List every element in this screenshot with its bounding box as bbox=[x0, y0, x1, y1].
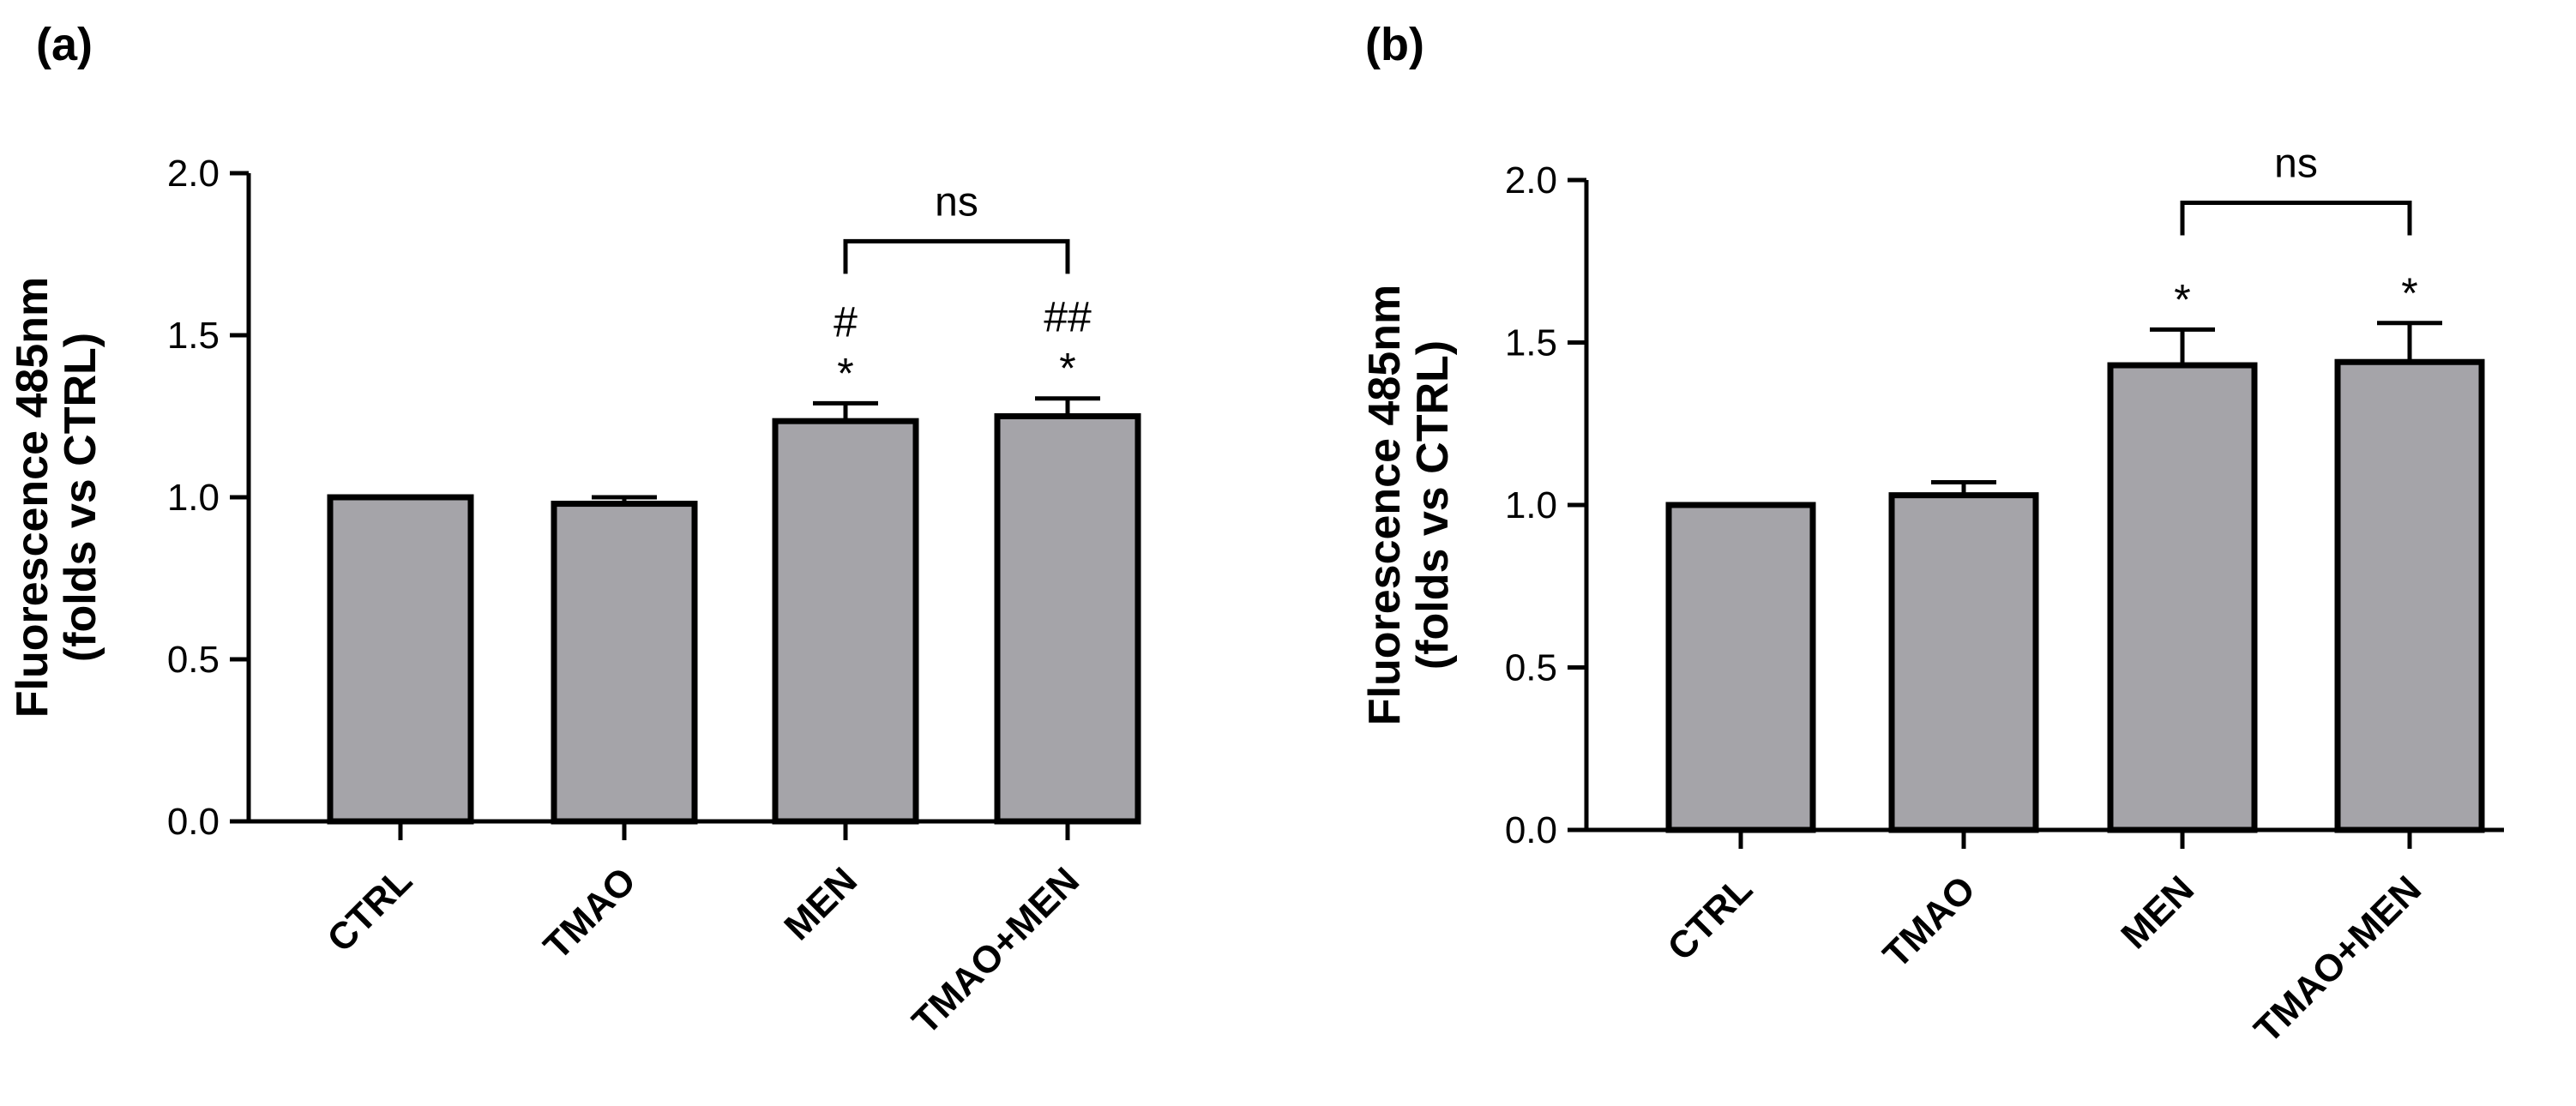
y-axis-title-line2: (folds vs CTRL) bbox=[56, 333, 105, 662]
y-tick-label: 0.0 bbox=[167, 801, 220, 843]
y-tick-label: 0.0 bbox=[1505, 809, 1557, 851]
x-tick-label: TMAO bbox=[1875, 868, 1983, 976]
comparison-label: ns bbox=[935, 179, 978, 225]
significance-hash: # bbox=[834, 298, 858, 346]
bar-tmao-men bbox=[2334, 358, 2485, 833]
chart-panel-a: (a) Fluorescence 485nm(folds vs CTRL) 0.0 0… bbox=[8, 19, 1141, 1043]
significance-star: * bbox=[1059, 345, 1075, 393]
bar-ctrl bbox=[327, 494, 474, 825]
comparison-bracket bbox=[843, 238, 1070, 274]
significance-hash: ## bbox=[1044, 293, 1092, 341]
comparison-bracket bbox=[2180, 201, 2412, 236]
bar-tmao-men bbox=[994, 413, 1141, 825]
x-tick-label: TMAO+MEN bbox=[2247, 868, 2430, 1051]
significance-star: * bbox=[2401, 269, 2417, 317]
x-tick-label: MEN bbox=[776, 859, 865, 948]
bar-men bbox=[772, 418, 919, 825]
y-tick-label: 1.0 bbox=[1505, 484, 1557, 526]
chart-panel-b: (b) Fluorescence 485nm(folds vs CTRL) 0.0 0… bbox=[1360, 19, 2504, 1051]
bar-men bbox=[2107, 362, 2258, 833]
x-tick-label: TMAO bbox=[536, 859, 644, 967]
x-tick-label: CTRL bbox=[319, 859, 420, 960]
y-tick-label: 0.5 bbox=[167, 639, 220, 681]
panel-label: (a) bbox=[36, 19, 93, 70]
y-tick-label: 1.0 bbox=[167, 477, 220, 519]
y-tick-label: 2.0 bbox=[167, 153, 220, 195]
y-axis-title-line2: (folds vs CTRL) bbox=[1408, 340, 1458, 670]
y-tick-label: 1.5 bbox=[167, 315, 220, 357]
comparison-label: ns bbox=[2274, 141, 2318, 187]
y-axis-title: Fluorescence 485nm bbox=[1360, 285, 1410, 725]
bar-tmao bbox=[551, 501, 698, 825]
y-axis-title: Fluorescence 485nm bbox=[8, 277, 57, 718]
bar-tmao bbox=[1888, 492, 2039, 833]
significance-star: * bbox=[837, 349, 853, 397]
x-tick-label: TMAO+MEN bbox=[905, 859, 1088, 1043]
x-tick-label: MEN bbox=[2113, 868, 2202, 957]
y-tick-label: 2.0 bbox=[1505, 159, 1557, 201]
y-tick-label: 1.5 bbox=[1505, 322, 1557, 364]
y-tick-label: 0.5 bbox=[1505, 647, 1557, 689]
bar-ctrl bbox=[1665, 502, 1816, 833]
panel-label: (b) bbox=[1365, 19, 1424, 70]
significance-star: * bbox=[2174, 275, 2190, 323]
x-tick-label: CTRL bbox=[1659, 868, 1760, 969]
